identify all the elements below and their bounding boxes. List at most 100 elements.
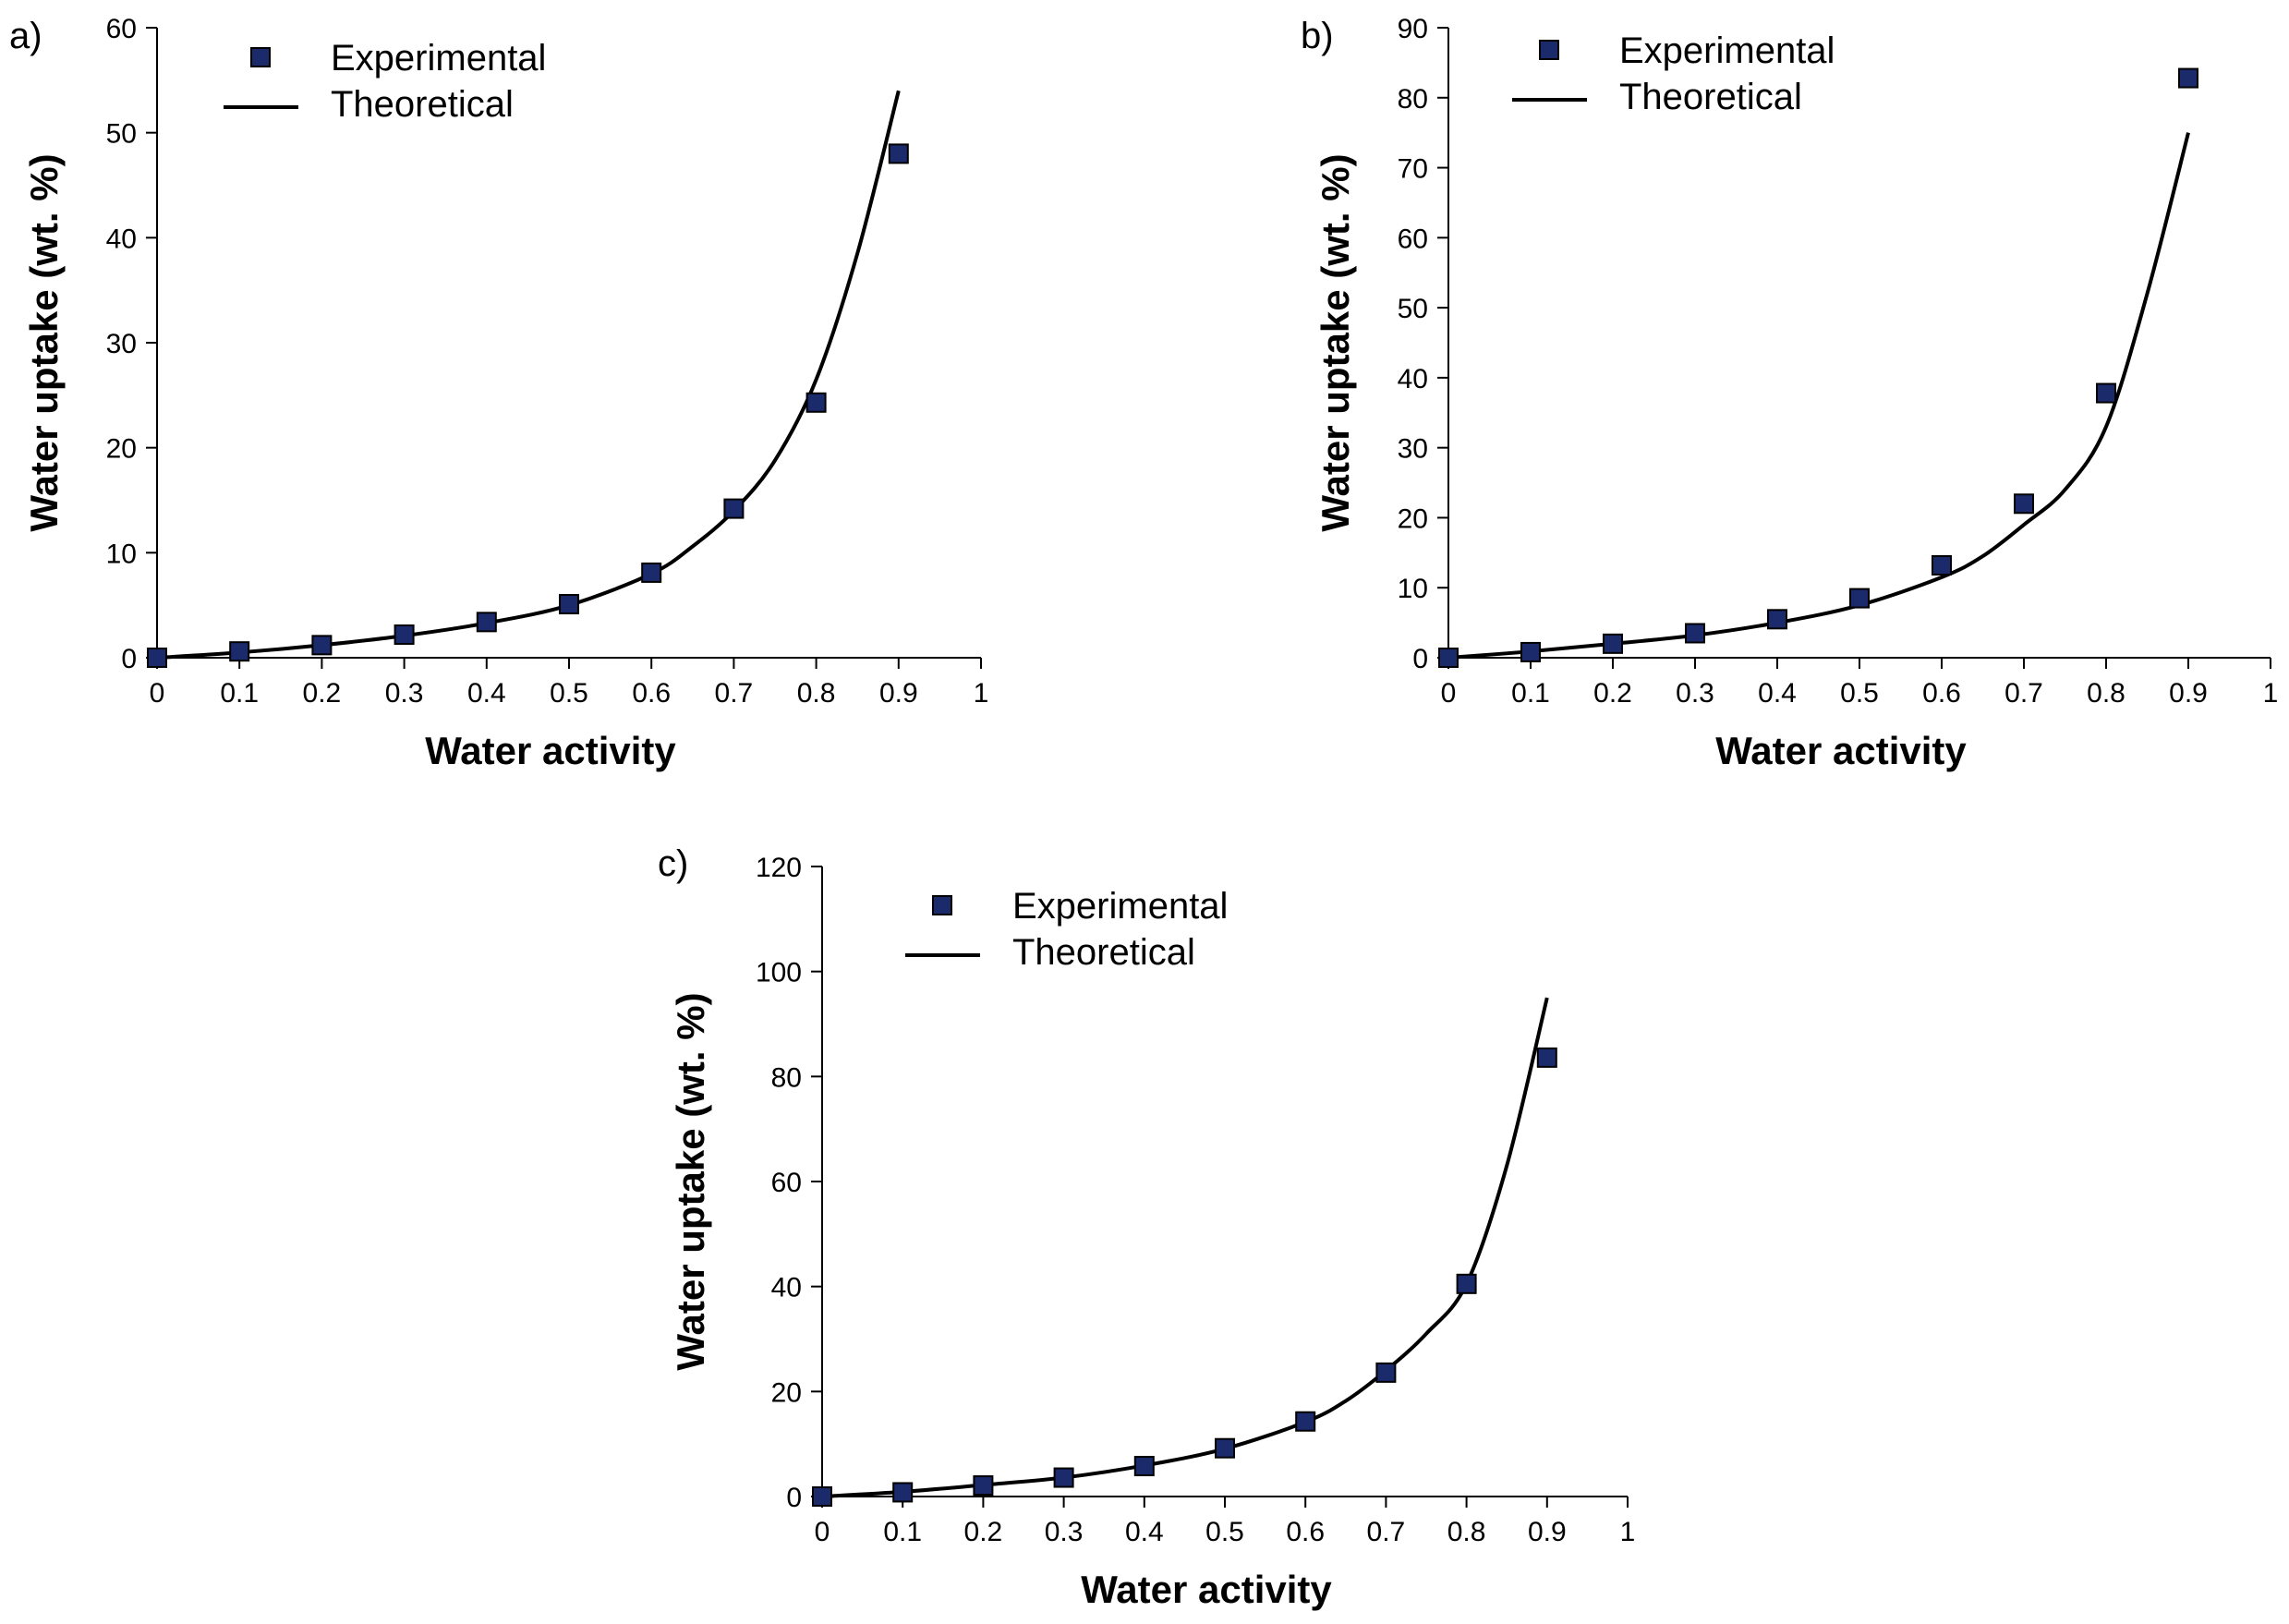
experimental-point bbox=[311, 635, 333, 656]
x-tick-label: 0.9 bbox=[879, 678, 918, 709]
legend-marker-experimental bbox=[932, 895, 952, 915]
x-tick-label: 1 bbox=[2263, 678, 2279, 709]
y-tick-label: 10 bbox=[106, 539, 137, 569]
y-tick-label: 60 bbox=[771, 1168, 802, 1198]
x-tick-label: 0.6 bbox=[1286, 1517, 1325, 1547]
x-tick-label: 0.8 bbox=[797, 678, 836, 709]
x-tick-label: 0.5 bbox=[1840, 678, 1879, 709]
legend-label-experimental: Experimental bbox=[1619, 30, 1835, 71]
experimental-point bbox=[1295, 1411, 1316, 1432]
x-tick-label: 0.3 bbox=[1045, 1517, 1084, 1547]
x-tick-label: 0 bbox=[150, 678, 165, 709]
chart-panel-b: b)0 0.1 0.2 0.3 0.4 0.5 0.6 0.7 0.8 0.9 1010203040… bbox=[1301, 14, 2278, 772]
experimental-point bbox=[1215, 1437, 1235, 1459]
y-tick-label: 80 bbox=[771, 1062, 802, 1093]
experimental-point bbox=[892, 1482, 914, 1503]
theoretical-curve bbox=[1447, 132, 2190, 660]
x-axis-title: Water activity bbox=[1081, 1568, 1332, 1611]
experimental-point bbox=[1603, 633, 1623, 654]
y-tick-label: 70 bbox=[1398, 154, 1428, 185]
experimental-point bbox=[1438, 648, 1459, 668]
y-axis-title: Water uptake (wt. %) bbox=[22, 153, 66, 531]
y-tick-label: 80 bbox=[1398, 84, 1428, 115]
panel-label: a) bbox=[9, 16, 42, 56]
x-axis-title: Water activity bbox=[1715, 729, 1967, 772]
y-tick-label: 30 bbox=[1398, 434, 1428, 465]
y-tick-label: 90 bbox=[1398, 14, 1428, 44]
x-tick-label: 0.7 bbox=[715, 678, 754, 709]
x-tick-label: 0.1 bbox=[220, 678, 259, 709]
x-tick-label: 0.3 bbox=[1676, 678, 1714, 709]
legend-label-theoretical: Theoretical bbox=[1012, 932, 1195, 973]
y-tick-label: 30 bbox=[106, 329, 137, 359]
x-tick-label: 0 bbox=[1441, 678, 1457, 709]
x-tick-label: 0.1 bbox=[883, 1517, 922, 1547]
experimental-point bbox=[559, 594, 579, 615]
y-tick-label: 100 bbox=[756, 958, 802, 988]
experimental-point bbox=[1133, 1456, 1155, 1477]
legend-marker-experimental bbox=[1539, 40, 1559, 60]
x-tick-label: 0.2 bbox=[964, 1517, 1003, 1547]
y-axis-title: Water uptake (wt. %) bbox=[669, 992, 712, 1370]
theoretical-curve bbox=[821, 997, 1549, 1498]
experimental-point bbox=[2096, 382, 2116, 404]
experimental-point bbox=[805, 392, 827, 413]
experimental-point bbox=[723, 498, 745, 519]
x-tick-label: 0.9 bbox=[1528, 1517, 1567, 1547]
x-tick-label: 0.2 bbox=[303, 678, 342, 709]
legend-label-theoretical: Theoretical bbox=[1619, 77, 1802, 117]
x-tick-label: 0.5 bbox=[550, 678, 588, 709]
experimental-point bbox=[1520, 641, 1541, 662]
experimental-point bbox=[1932, 554, 1952, 576]
y-axis-title: Water uptake (wt. %) bbox=[1314, 153, 1357, 531]
x-tick-label: 0.7 bbox=[1367, 1517, 1406, 1547]
x-tick-label: 0.5 bbox=[1205, 1517, 1244, 1547]
experimental-point bbox=[1685, 623, 1705, 644]
legend-label-experimental: Experimental bbox=[331, 38, 546, 79]
x-tick-label: 0.2 bbox=[1593, 678, 1632, 709]
y-tick-label: 50 bbox=[1398, 294, 1428, 324]
experimental-point bbox=[1375, 1362, 1397, 1383]
y-tick-label: 60 bbox=[1398, 224, 1428, 254]
theoretical-curve bbox=[156, 90, 901, 660]
legend-marker-experimental bbox=[250, 47, 271, 67]
y-tick-label: 60 bbox=[106, 14, 137, 44]
x-tick-label: 0.6 bbox=[1922, 678, 1961, 709]
panel-label: b) bbox=[1301, 16, 1334, 56]
x-tick-label: 0.4 bbox=[1125, 1517, 1164, 1547]
x-tick-label: 1 bbox=[974, 678, 989, 709]
experimental-point bbox=[641, 562, 662, 583]
experimental-point bbox=[1456, 1273, 1477, 1294]
x-tick-label: 0.9 bbox=[2169, 678, 2208, 709]
x-tick-label: 0 bbox=[815, 1517, 830, 1547]
y-tick-label: 0 bbox=[786, 1483, 802, 1513]
experimental-point bbox=[2014, 493, 2034, 515]
experimental-point bbox=[812, 1486, 832, 1507]
legend-label-experimental: Experimental bbox=[1012, 886, 1228, 927]
x-tick-label: 0.7 bbox=[2004, 678, 2043, 709]
y-tick-label: 40 bbox=[1398, 364, 1428, 394]
y-tick-label: 40 bbox=[771, 1273, 802, 1303]
x-tick-label: 0.1 bbox=[1511, 678, 1550, 709]
x-tick-label: 0.8 bbox=[2087, 678, 2126, 709]
chart-panel-a: a)0 0.1 0.2 0.3 0.4 0.5 0.6 0.7 0.8 0.9 1010203040… bbox=[9, 14, 988, 772]
legend-label-theoretical: Theoretical bbox=[331, 84, 514, 125]
experimental-point bbox=[147, 648, 167, 668]
x-tick-label: 0.6 bbox=[632, 678, 671, 709]
experimental-point bbox=[888, 143, 909, 164]
experimental-point bbox=[973, 1475, 994, 1497]
x-tick-label: 0.8 bbox=[1447, 1517, 1486, 1547]
x-tick-label: 1 bbox=[1620, 1517, 1636, 1547]
y-tick-label: 120 bbox=[756, 853, 802, 883]
chart-panel-c: c) 0 0.1 0.2 0.3 0.4 0.5 0.6 0.7 0.8 0.9 1 0 20 40 60 80… bbox=[658, 843, 1635, 1611]
y-tick-label: 40 bbox=[106, 224, 137, 254]
experimental-point bbox=[1767, 609, 1787, 630]
y-tick-label: 0 bbox=[1412, 644, 1428, 674]
experimental-point bbox=[394, 624, 415, 645]
experimental-point bbox=[229, 641, 250, 662]
y-tick-label: 20 bbox=[1398, 503, 1428, 534]
y-tick-label: 20 bbox=[106, 434, 137, 465]
x-tick-label: 0.4 bbox=[1758, 678, 1797, 709]
experimental-point bbox=[2178, 67, 2198, 89]
